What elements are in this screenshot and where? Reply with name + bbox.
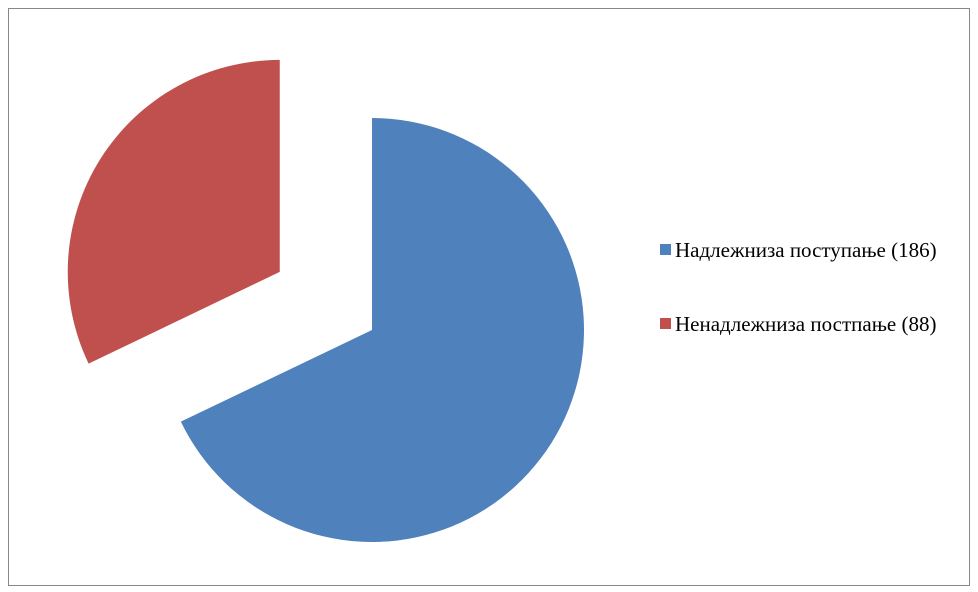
legend-swatch	[660, 244, 671, 255]
pie-slice	[180, 118, 585, 543]
legend-swatch	[660, 318, 671, 329]
legend-label: Надлежниза поступање (186)	[675, 238, 937, 262]
pie-slice	[67, 59, 280, 364]
legend-label: Ненадлежниза постпање (88)	[675, 312, 937, 336]
